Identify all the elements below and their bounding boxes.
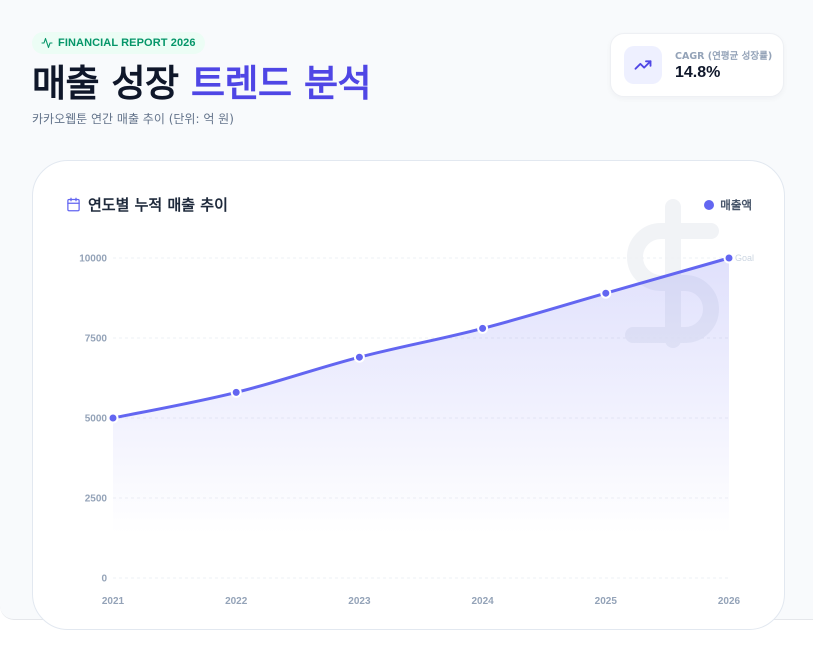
- data-point[interactable]: [107, 412, 119, 424]
- x-tick-label: 2023: [348, 596, 371, 607]
- data-point[interactable]: [230, 386, 242, 398]
- title-main: 매출 성장: [32, 62, 191, 105]
- chart-header: 연도별 누적 매출 추이: [66, 194, 228, 215]
- chart-title: 연도별 누적 매출 추이: [88, 196, 228, 214]
- activity-pulse-icon: [41, 37, 53, 49]
- report-badge: FINANCIAL REPORT 2026: [32, 32, 205, 54]
- cagr-value: 14.8%: [675, 64, 721, 81]
- x-tick-label: 2025: [595, 596, 618, 607]
- cagr-card: CAGR (연평균 성장률) 14.8%: [610, 33, 784, 97]
- line-chart: 0 2500 5000 7500 10000 2021 2022 2023 2024 2025 20…: [79, 252, 754, 607]
- data-point[interactable]: [600, 287, 612, 299]
- x-tick-label: 2021: [102, 596, 125, 607]
- x-tick-label: 2022: [225, 596, 248, 607]
- y-tick-label: 5000: [85, 414, 108, 425]
- data-point[interactable]: [477, 322, 489, 334]
- x-tick-label: 2026: [718, 596, 741, 607]
- data-point[interactable]: [353, 351, 365, 363]
- x-tick-label: 2024: [471, 596, 494, 607]
- area-fill: [113, 258, 729, 548]
- page-subtitle: 카카오웹툰 연간 매출 추이 (단위: 억 원): [32, 112, 234, 126]
- badge-label: FINANCIAL REPORT 2026: [58, 37, 196, 49]
- data-point[interactable]: [723, 252, 735, 264]
- legend-label: 매출액: [720, 198, 752, 212]
- trending-up-icon: [634, 60, 652, 70]
- chart-legend[interactable]: 매출액: [704, 197, 752, 213]
- cagr-icon-box: [624, 46, 662, 84]
- legend-dot: [704, 200, 715, 210]
- y-tick-label: 10000: [79, 254, 107, 265]
- page-title: 매출 성장 트렌드 분석: [32, 58, 372, 110]
- y-tick-label: 7500: [85, 334, 108, 345]
- goal-annotation: Goal: [735, 253, 754, 263]
- calendar-icon: [67, 197, 80, 212]
- cagr-label: CAGR (연평균 성장률): [675, 51, 773, 62]
- series-line: [111, 256, 731, 420]
- y-tick-label: 2500: [85, 494, 108, 505]
- y-tick-label: 0: [101, 574, 107, 585]
- chart-card: 연도별 누적 매출 추이 매출액 0 2500 5000 7500 10000 2021 2…: [32, 160, 785, 630]
- title-accent: 트렌드 분석: [190, 62, 372, 105]
